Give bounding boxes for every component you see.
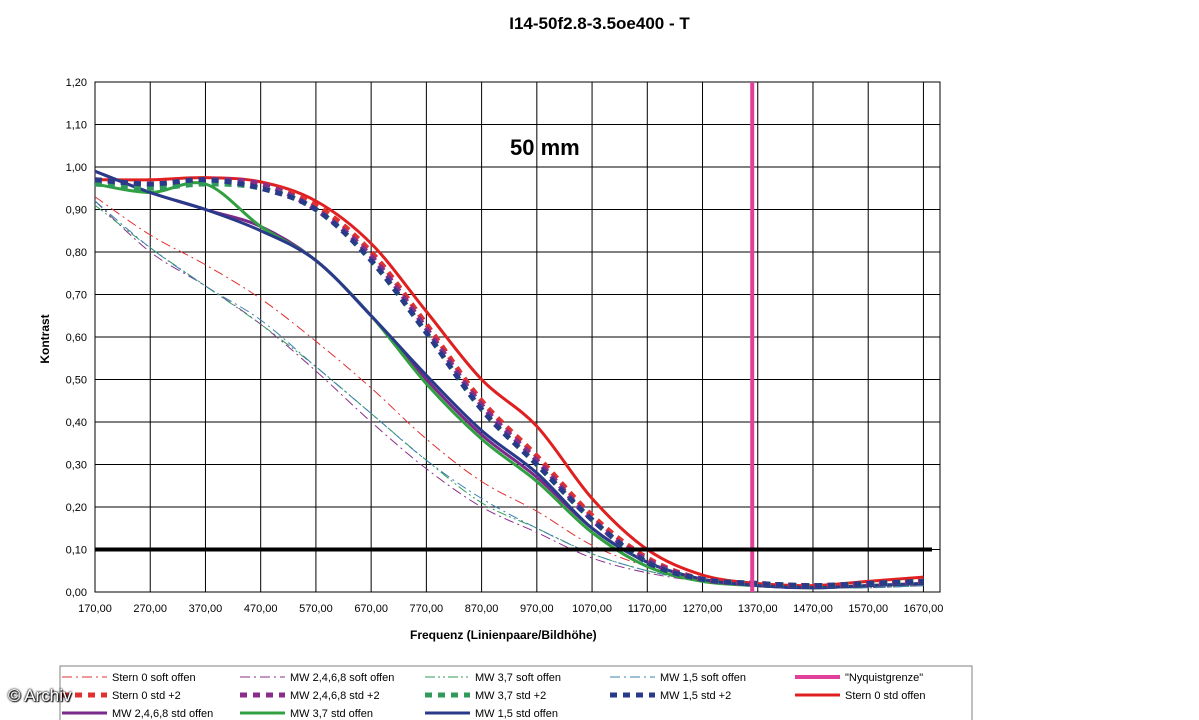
legend-entry: MW 2,4,6,8 std offen (112, 708, 213, 720)
archive-watermark: © Archiv (8, 686, 72, 705)
y-axis-label: Kontrast (38, 314, 52, 364)
chart-title: I14-50f2.8-3.5oe400 - T (509, 14, 690, 33)
series-line (94, 177, 924, 589)
legend: Stern 0 soft offen MW 2,4,6,8 soft offen M… (59, 665, 973, 720)
x-tick-label: 1570,00 (848, 603, 888, 615)
x-tick-label: 1070,00 (572, 603, 612, 615)
y-tick-label: 1,20 (66, 77, 87, 89)
x-tick-label: 570,00 (299, 603, 333, 615)
x-tick-label: 270,00 (133, 603, 167, 615)
legend-entry: MW 3,7 std +2 (475, 690, 546, 702)
axes: 170,00 270,00 370,00 470,00 570,00 670,00 770,… (66, 77, 944, 615)
legend-entry: MW 1,5 std +2 (660, 690, 731, 702)
legend-entry: "Nyquistgrenze" (845, 672, 923, 684)
x-tick-label: 370,00 (189, 603, 223, 615)
x-tick-label: 1270,00 (683, 603, 723, 615)
legend-entry: MW 1,5 std offen (475, 708, 558, 720)
y-tick-label: 0,20 (66, 502, 87, 514)
x-tick-label: 1370,00 (738, 603, 778, 615)
series-line (94, 204, 924, 589)
y-tick-label: 0,70 (66, 290, 87, 302)
x-tick-label: 1670,00 (904, 603, 944, 615)
series-line (94, 177, 924, 589)
series-lines (94, 169, 924, 590)
legend-entry: MW 1,5 soft offen (660, 672, 746, 684)
y-tick-label: 0,50 (66, 375, 87, 387)
grid (94, 81, 941, 593)
x-tick-label: 170,00 (78, 603, 112, 615)
x-tick-label: 470,00 (244, 603, 278, 615)
reference-lines (95, 82, 932, 592)
x-tick-label: 970,00 (520, 603, 554, 615)
legend-entry: MW 2,4,6,8 std +2 (290, 690, 380, 702)
y-tick-label: 0,80 (66, 247, 87, 259)
x-tick-label: 870,00 (465, 603, 499, 615)
y-tick-label: 1,10 (66, 120, 87, 132)
legend-entry: Stern 0 soft offen (112, 672, 196, 684)
y-tick-label: 0,40 (66, 417, 87, 429)
x-tick-label: 1170,00 (628, 603, 667, 615)
x-tick-label: 770,00 (410, 603, 444, 615)
legend-entry: MW 3,7 soft offen (475, 672, 561, 684)
legend-entry: Stern 0 std +2 (112, 690, 181, 702)
x-axis-label: Frequenz (Linienpaare/Bildhöhe) (410, 628, 597, 642)
x-tick-label: 670,00 (354, 603, 388, 615)
y-tick-label: 0,00 (66, 587, 87, 599)
legend-entry: MW 3,7 std offen (290, 708, 373, 720)
y-tick-label: 0,60 (66, 332, 87, 344)
legend-entry: Stern 0 std offen (845, 690, 926, 702)
y-tick-label: 0,90 (66, 205, 87, 217)
x-tick-label: 1470,00 (793, 603, 833, 615)
y-tick-label: 0,10 (66, 545, 87, 557)
legend-entry: MW 2,4,6,8 soft offen (290, 672, 394, 684)
y-tick-label: 0,30 (66, 460, 87, 472)
y-tick-label: 1,00 (66, 162, 87, 174)
focal-length-annotation: 50 mm (510, 135, 580, 160)
